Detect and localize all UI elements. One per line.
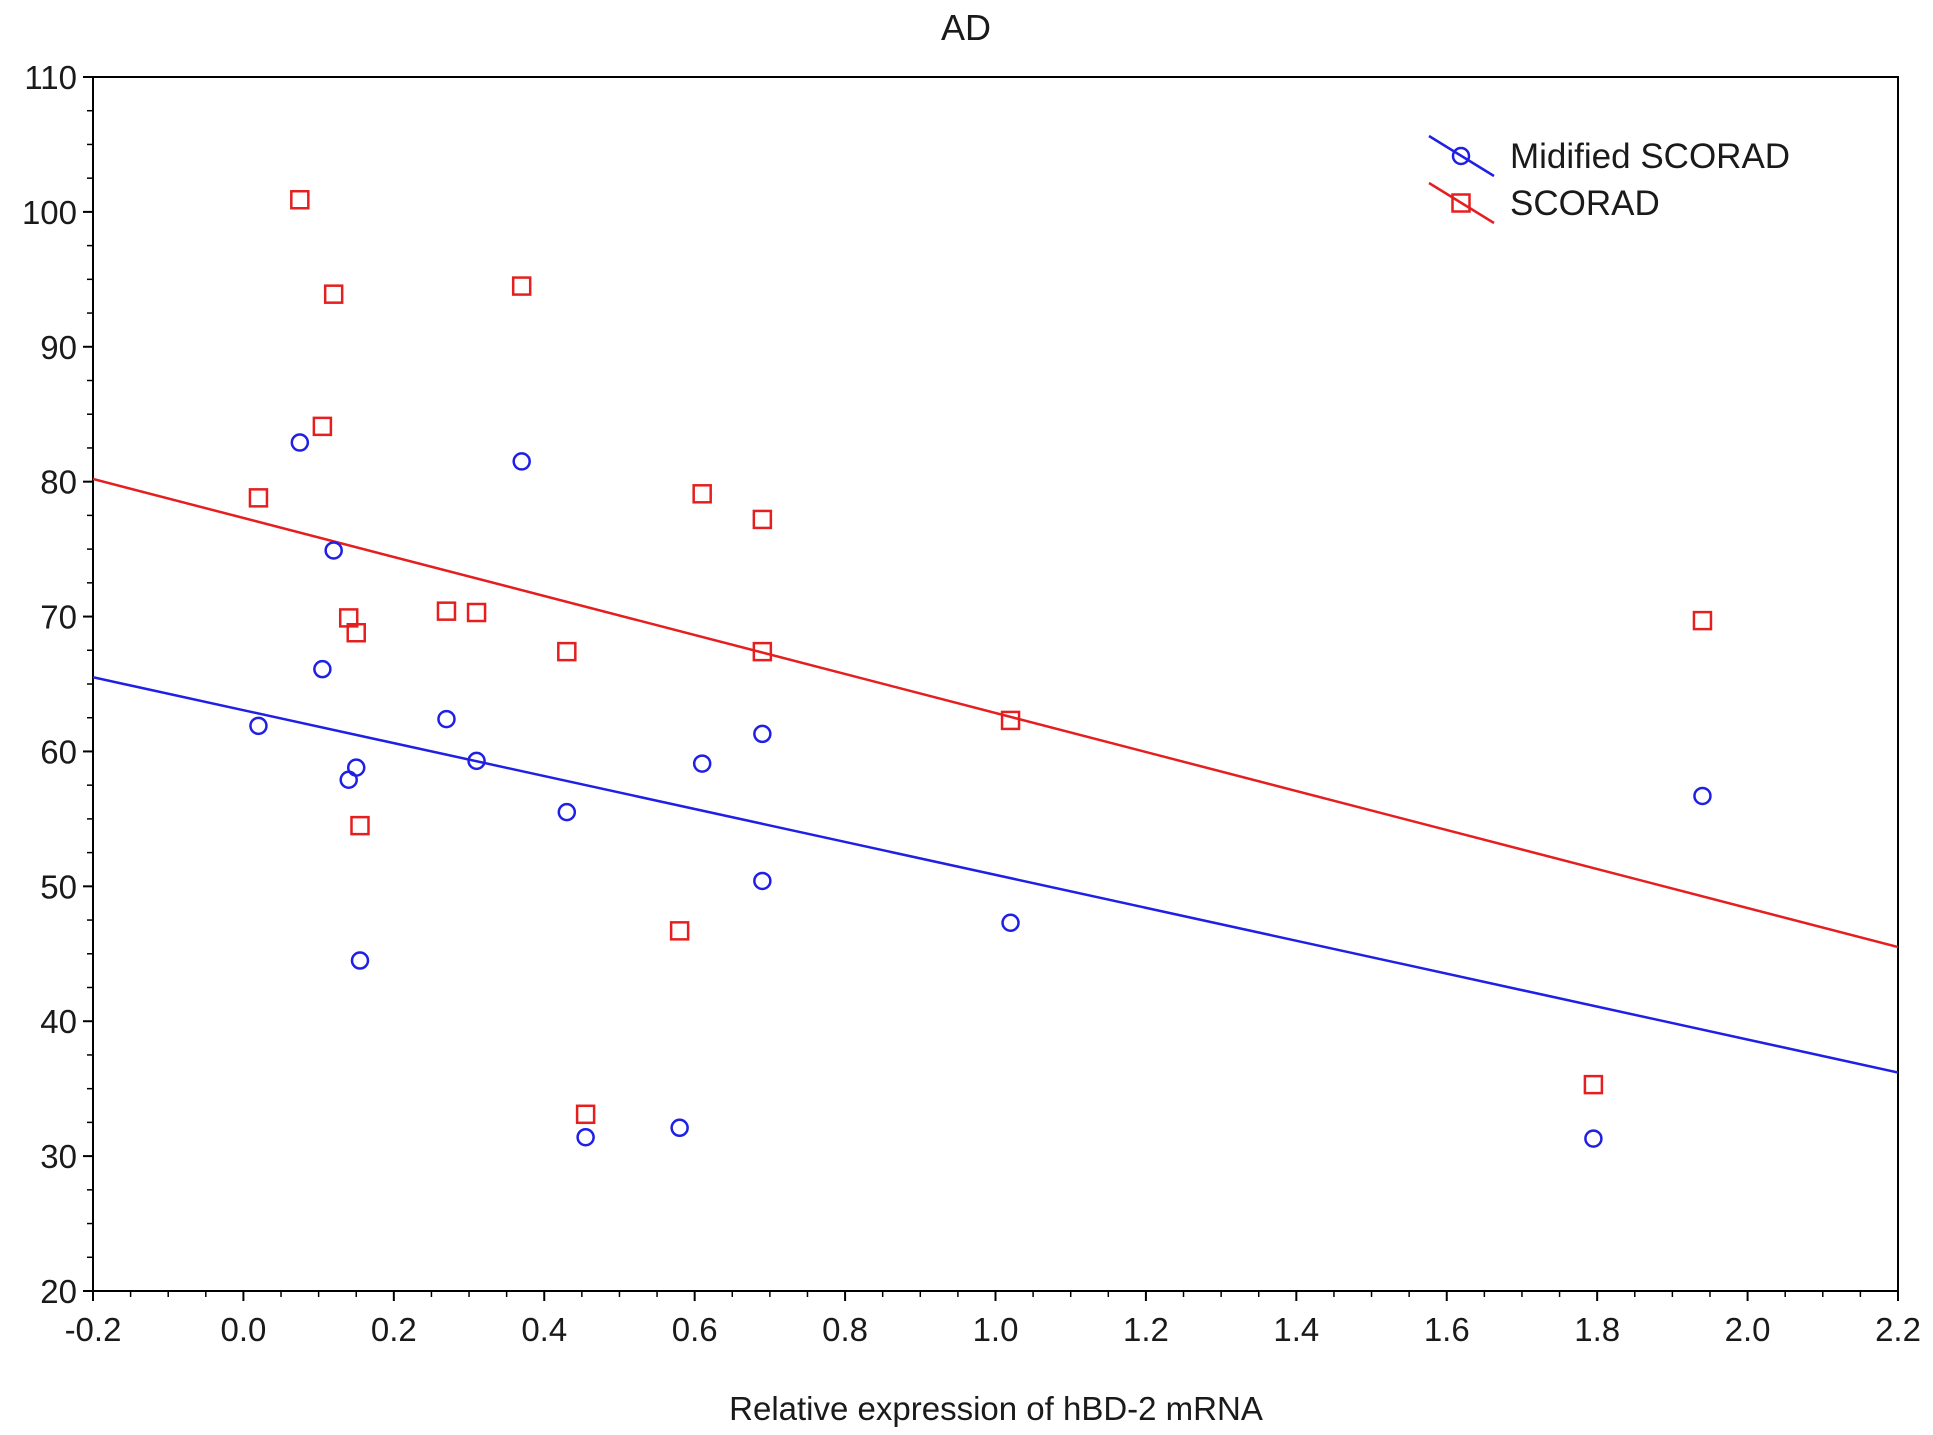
x-tick-label: 0.0 xyxy=(220,1311,266,1348)
point-square xyxy=(323,284,344,304)
point-square xyxy=(557,641,577,662)
y-tick-label: 60 xyxy=(40,733,77,770)
plot-area xyxy=(92,76,1899,1292)
point-square xyxy=(312,416,333,437)
fit-line-scorad xyxy=(93,477,1898,949)
axes: -0.2 0.0 0.2 0.4 0.6 0.8 1.0 1.2 1.4 1.6 1.8 2.0 2.2… xyxy=(22,59,1921,1348)
point-circle xyxy=(1001,913,1020,933)
point-circle xyxy=(512,452,531,471)
legend-marker-circle xyxy=(1451,146,1471,166)
point-circle xyxy=(313,659,332,679)
legend-label: SCORAD xyxy=(1510,184,1660,223)
x-tick-label: 0.6 xyxy=(672,1311,718,1348)
data-markers xyxy=(248,189,1713,1148)
plot-frame xyxy=(92,76,1899,1292)
x-tick-label: 0.4 xyxy=(521,1311,567,1348)
point-square xyxy=(290,189,310,210)
point-square xyxy=(752,641,773,662)
y-tick-label: 100 xyxy=(22,194,77,231)
legend-marker-square xyxy=(1451,193,1471,213)
chart-title: AD xyxy=(941,7,991,48)
point-circle xyxy=(692,754,712,773)
point-circle xyxy=(576,1127,595,1147)
x-tick-label: 1.0 xyxy=(973,1311,1019,1348)
x-tick-label: -0.2 xyxy=(65,1311,122,1348)
x-tick-label: 1.4 xyxy=(1273,1311,1319,1348)
point-circle xyxy=(1584,1129,1603,1148)
point-square xyxy=(752,509,773,530)
y-tick-label: 30 xyxy=(40,1138,77,1175)
point-circle xyxy=(324,541,343,560)
point-square xyxy=(466,602,487,623)
legend-label: Midified SCORAD xyxy=(1510,137,1790,176)
x-tick-label: 2.0 xyxy=(1725,1311,1771,1348)
y-tick-label: 40 xyxy=(40,1003,77,1040)
point-circle xyxy=(346,758,366,777)
point-square xyxy=(248,488,269,508)
legend-line xyxy=(1428,134,1495,178)
point-square xyxy=(436,601,457,621)
point-circle xyxy=(670,1118,689,1138)
point-square xyxy=(1583,1074,1604,1095)
point-square xyxy=(669,921,690,941)
point-square xyxy=(346,622,366,643)
x-tick-label: 1.6 xyxy=(1424,1311,1470,1348)
y-tick-label: 110 xyxy=(24,59,77,96)
point-square xyxy=(1692,610,1713,631)
point-square xyxy=(692,484,712,504)
point-square xyxy=(575,1104,596,1125)
point-circle xyxy=(437,709,456,729)
x-tick-label: 0.2 xyxy=(371,1311,417,1348)
x-tick-label: 0.8 xyxy=(822,1311,868,1348)
y-tick-label: 20 xyxy=(40,1273,77,1310)
point-circle xyxy=(1693,786,1712,806)
point-circle xyxy=(249,716,268,736)
y-tick-label: 50 xyxy=(40,868,77,905)
y-tick-label: 90 xyxy=(40,329,77,366)
legend-line xyxy=(1428,181,1495,225)
point-square xyxy=(350,815,370,836)
point-circle xyxy=(753,724,772,744)
x-tick-label: 1.2 xyxy=(1123,1311,1169,1348)
legend: Midified SCORAD SCORAD xyxy=(1428,134,1790,225)
x-tick-label: 2.2 xyxy=(1875,1311,1921,1348)
regression-lines xyxy=(93,477,1898,1074)
point-square xyxy=(1000,710,1021,731)
point-circle xyxy=(350,951,370,970)
y-tick-label: 80 xyxy=(40,464,77,501)
point-square xyxy=(511,276,532,296)
point-circle xyxy=(290,433,310,452)
x-tick-label: 1.8 xyxy=(1574,1311,1620,1348)
y-tick-label: 70 xyxy=(40,599,77,636)
point-circle xyxy=(753,871,772,891)
point-circle xyxy=(557,802,577,822)
x-axis-label: Relative expression of hBD-2 mRNA xyxy=(729,1390,1263,1427)
fit-line-modified-scorad xyxy=(93,676,1898,1074)
point-circle xyxy=(467,751,486,771)
